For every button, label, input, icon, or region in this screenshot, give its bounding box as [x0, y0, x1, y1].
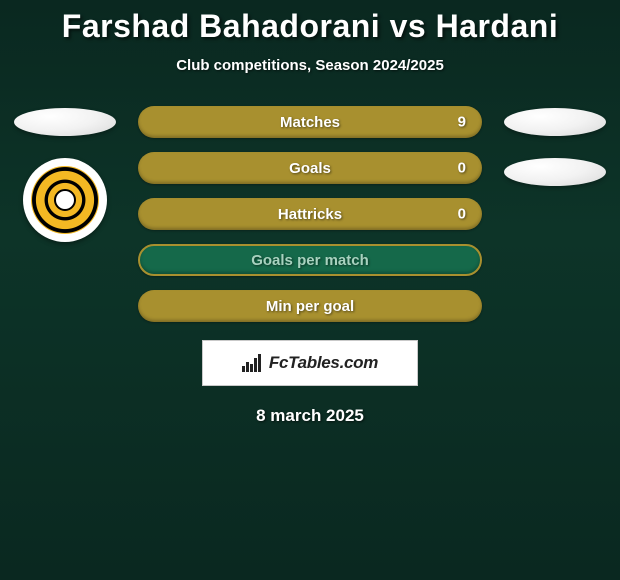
main-row: Matches 9 Goals 0 Hattricks 0 Goals per … — [0, 106, 620, 322]
stat-row-goals: Goals 0 — [138, 152, 482, 184]
club-badge-graphic — [31, 166, 99, 234]
stat-label: Matches — [280, 114, 340, 131]
left-player-col — [10, 106, 120, 242]
club-badge-left — [23, 158, 107, 242]
stat-row-matches: Matches 9 — [138, 106, 482, 138]
club-badge-core — [54, 189, 76, 211]
stat-label: Hattricks — [278, 206, 342, 223]
widget-container: Farshad Bahadorani vs Hardani Club compe… — [0, 0, 620, 426]
stats-column: Matches 9 Goals 0 Hattricks 0 Goals per … — [138, 106, 482, 322]
chart-icon — [242, 354, 261, 372]
stat-label: Goals per match — [251, 252, 369, 269]
date-label: 8 march 2025 — [0, 406, 620, 426]
stat-value: 9 — [458, 114, 466, 131]
logo-text: FcTables.com — [269, 353, 378, 373]
stat-value: 0 — [458, 206, 466, 223]
player-left-placeholder — [14, 108, 116, 136]
right-player-col — [500, 106, 610, 208]
page-title: Farshad Bahadorani vs Hardani — [0, 8, 620, 45]
stat-label: Goals — [289, 160, 331, 177]
stat-label: Min per goal — [266, 298, 354, 315]
fctables-logo[interactable]: FcTables.com — [202, 340, 418, 386]
stat-row-goals-per-match: Goals per match — [138, 244, 482, 276]
subtitle: Club competitions, Season 2024/2025 — [0, 57, 620, 74]
stat-row-min-per-goal: Min per goal — [138, 290, 482, 322]
stat-value: 0 — [458, 160, 466, 177]
player-right-placeholder-2 — [504, 158, 606, 186]
stat-row-hattricks: Hattricks 0 — [138, 198, 482, 230]
player-right-placeholder-1 — [504, 108, 606, 136]
